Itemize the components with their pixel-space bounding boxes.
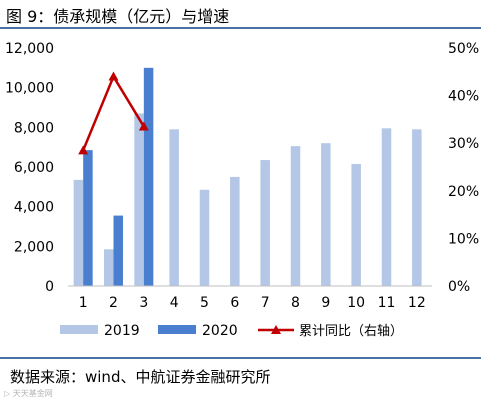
- x-tick-label: 1: [79, 295, 88, 311]
- bar-2019-7: [260, 160, 270, 286]
- y-left-tick-label: 4,000: [14, 200, 54, 216]
- bar-2019-10: [351, 164, 361, 286]
- bar-2020-2: [113, 215, 123, 286]
- y-right-tick-label: 20%: [448, 184, 479, 200]
- legend-swatch-2020: [158, 325, 196, 334]
- x-tick-label: 12: [408, 295, 426, 311]
- legend-swatch-marker: [271, 325, 281, 334]
- x-tick-label: 9: [321, 295, 330, 311]
- bar-2019-11: [381, 128, 392, 286]
- line-point-marker: [78, 145, 89, 155]
- x-tick-label: 3: [139, 295, 148, 311]
- y-left-tick-label: 0: [45, 279, 54, 295]
- bar-2020-1: [83, 150, 93, 286]
- y-right-tick-label: 0%: [448, 279, 470, 295]
- y-right-tick-label: 50%: [448, 41, 479, 57]
- bar-2019-9: [321, 143, 331, 286]
- line-layer: [78, 71, 149, 155]
- bar-2019-12: [412, 129, 422, 286]
- y-right-tick-label: 10%: [448, 231, 479, 247]
- axes-layer: 0 2,000 4,000 6,000 8,000 10,000 12,000 0% 10% 20…: [5, 41, 479, 311]
- watermark: ▷ 天天基金网: [4, 389, 53, 398]
- source-note: 数据来源：wind、中航证券金融研究所: [10, 368, 271, 386]
- bar-2019-6: [230, 176, 240, 286]
- y-left-tick-label: 6,000: [14, 160, 54, 176]
- x-tick-label: 5: [200, 295, 209, 311]
- y-right-tick-label: 40%: [448, 89, 479, 105]
- bar-2019-3: [134, 113, 144, 286]
- bar-2020-3: [143, 67, 154, 286]
- y-left-tick-label: 10,000: [5, 81, 54, 97]
- y-left-tick-label: 2,000: [14, 239, 54, 255]
- legend-label-yoy: 累计同比（右轴）: [299, 324, 403, 339]
- x-tick-label: 2: [109, 295, 118, 311]
- bar-2019-5: [199, 189, 210, 286]
- y-left-tick-label: 8,000: [14, 120, 54, 136]
- y-left-tick-label: 12,000: [5, 41, 54, 57]
- source-divider: [0, 357, 481, 359]
- legend: 2019 2020 累计同比（右轴）: [60, 323, 403, 339]
- legend-label-2019: 2019: [104, 323, 140, 339]
- bar-layer: [73, 67, 422, 286]
- line-point-marker: [138, 121, 149, 131]
- bar-2019-1: [73, 179, 84, 286]
- x-tick-label: 7: [261, 295, 270, 311]
- x-tick-label: 10: [347, 295, 365, 311]
- legend-label-2020: 2020: [202, 323, 238, 339]
- title-divider: [0, 27, 481, 29]
- bar-2019-8: [290, 146, 301, 286]
- x-tick-label: 8: [291, 295, 300, 311]
- x-tick-label: 4: [170, 295, 179, 311]
- legend-swatch-2019: [60, 325, 98, 334]
- bar-2019-2: [104, 249, 114, 286]
- line-point-marker: [108, 71, 119, 81]
- bar-2019-4: [169, 129, 179, 286]
- y-right-tick-label: 30%: [448, 136, 479, 152]
- x-tick-label: 11: [378, 295, 396, 311]
- chart-title: 图 9：债承规模（亿元）与增速: [6, 7, 230, 26]
- x-tick-label: 6: [230, 295, 239, 311]
